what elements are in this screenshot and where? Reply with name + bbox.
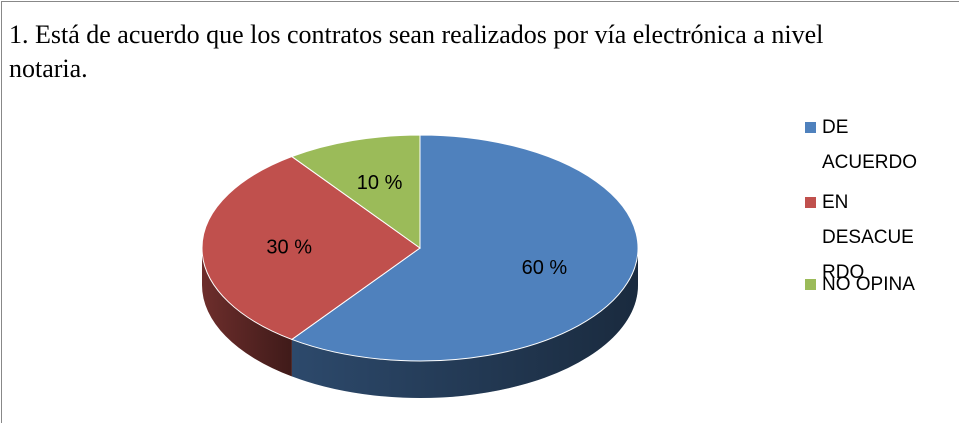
legend-swatch <box>805 122 816 133</box>
data-label: 30 % <box>266 236 312 258</box>
data-label: 60 % <box>522 257 568 279</box>
pie-side-shade <box>291 248 638 398</box>
pie-slice <box>290 134 421 249</box>
pie-slice <box>201 156 421 340</box>
legend-swatch <box>805 197 816 208</box>
legend-label: DE ACUERDO <box>822 117 918 173</box>
pie-side-shade <box>202 248 292 377</box>
legend-label: EN DESACUERDO <box>822 192 914 283</box>
chart-title: 1. Está de acuerdo que los contratos sea… <box>9 20 824 83</box>
pie-slice <box>290 134 639 362</box>
legend-label: NO OPINA <box>822 274 915 295</box>
legend-swatch <box>805 279 816 290</box>
data-label: 10 % <box>357 172 403 194</box>
